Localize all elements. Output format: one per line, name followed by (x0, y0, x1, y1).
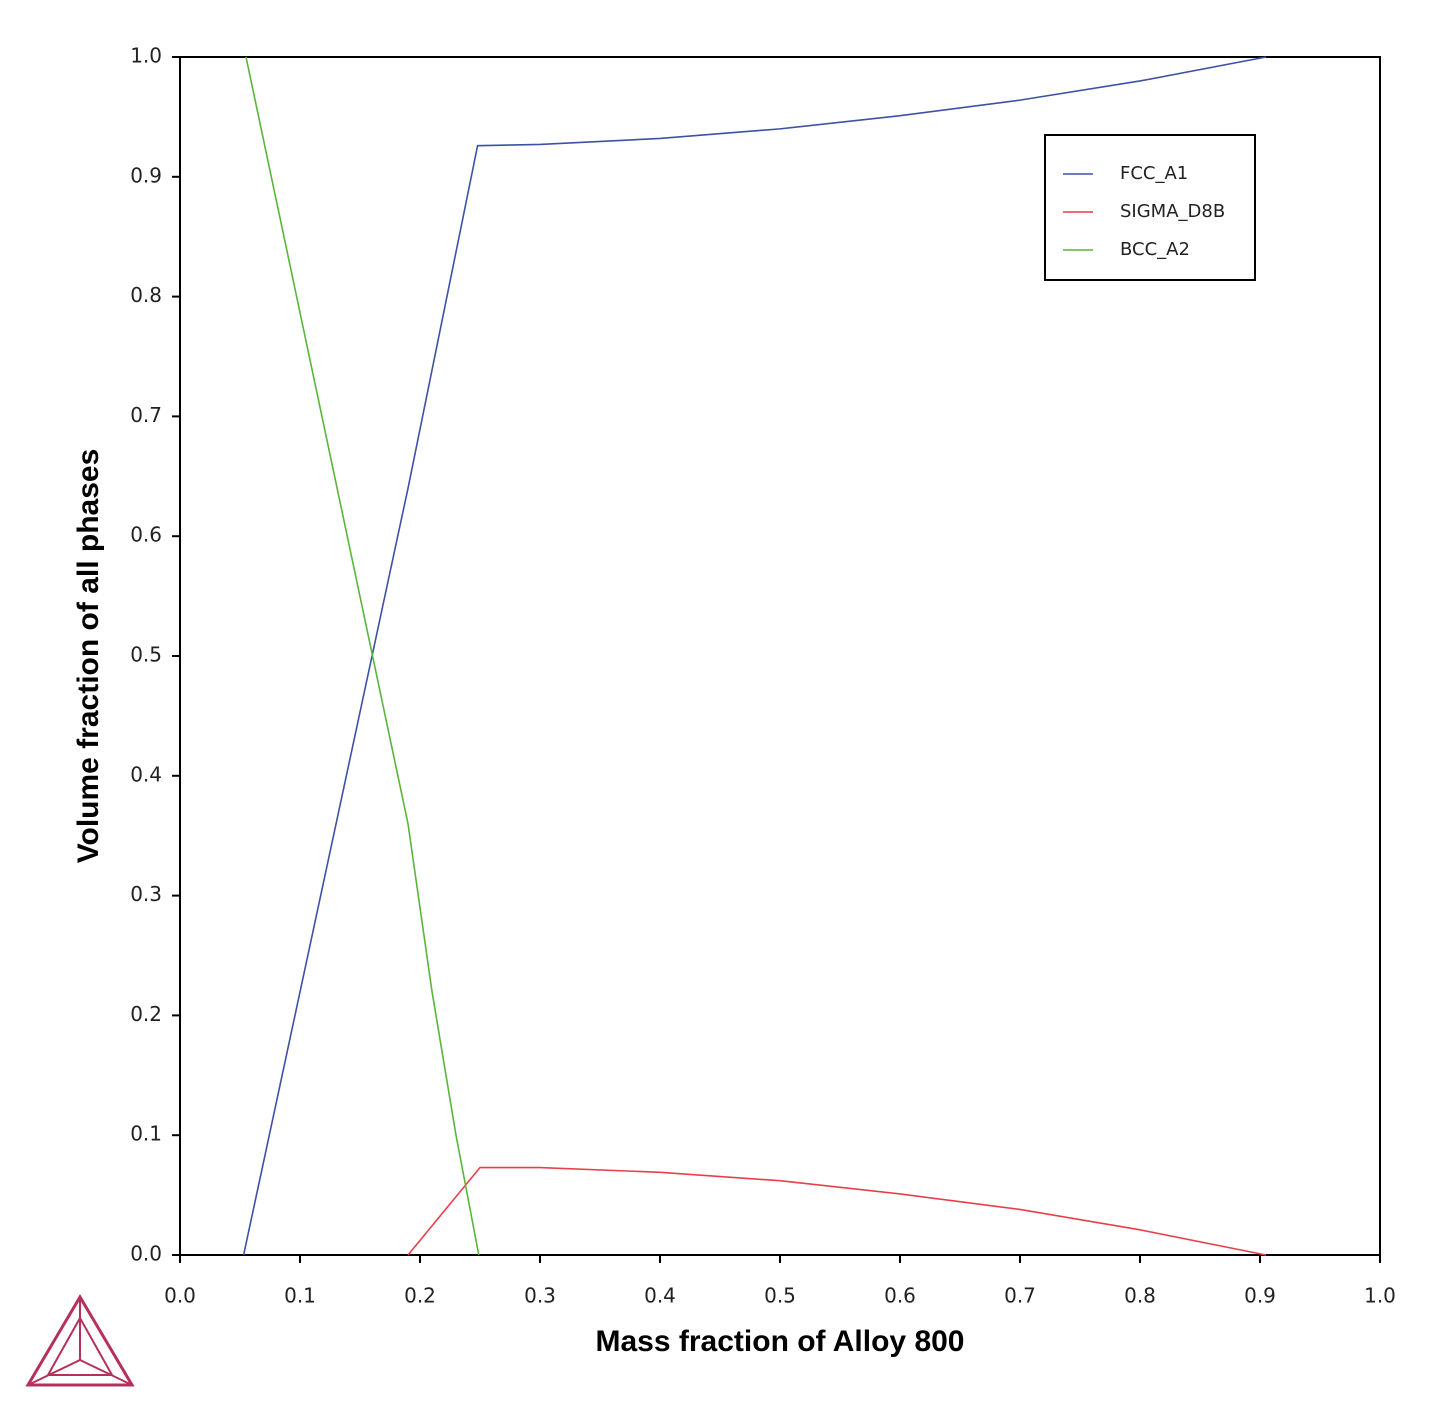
x-tick-label: 0.3 (524, 1284, 556, 1308)
legend-label: FCC_A1 (1120, 163, 1188, 184)
logo (25, 1294, 135, 1387)
x-tick-label: 0.2 (404, 1284, 436, 1308)
x-tick-label: 0.4 (644, 1284, 676, 1308)
legend-label: BCC_A2 (1120, 239, 1190, 260)
y-tick-label: 0.9 (130, 163, 162, 187)
x-axis-label: Mass fraction of Alloy 800 (596, 1325, 965, 1358)
x-tick-label: 0.5 (764, 1284, 796, 1308)
series-line (407, 1166, 1267, 1256)
x-tick-label: 1.0 (1364, 1284, 1396, 1308)
series-line (242, 56, 1267, 1256)
legend-label: SIGMA_D8B (1120, 201, 1225, 222)
x-tick-label: 0.9 (1244, 1284, 1276, 1308)
x-tick-label: 0.0 (164, 1284, 196, 1308)
y-tick-label: 0.0 (130, 1242, 162, 1266)
x-tick-label: 0.8 (1124, 1284, 1156, 1308)
x-tick-label: 0.1 (284, 1284, 316, 1308)
series-line (245, 56, 480, 1256)
y-axis-label: Volume fraction of all phases (72, 449, 105, 864)
y-tick-label: 0.6 (130, 523, 162, 547)
y-tick-label: 0.5 (130, 643, 162, 667)
y-tick-label: 0.4 (130, 762, 162, 786)
x-tick-label: 0.6 (884, 1284, 916, 1308)
y-tick-label: 0.3 (130, 882, 162, 906)
y-tick-label: 1.0 (130, 44, 162, 68)
legend-box (1044, 134, 1256, 281)
y-tick-label: 0.8 (130, 283, 162, 307)
y-tick-label: 0.1 (130, 1122, 162, 1146)
y-tick-label: 0.2 (130, 1002, 162, 1026)
x-tick-label: 0.7 (1004, 1284, 1036, 1308)
y-tick-label: 0.7 (130, 403, 162, 427)
